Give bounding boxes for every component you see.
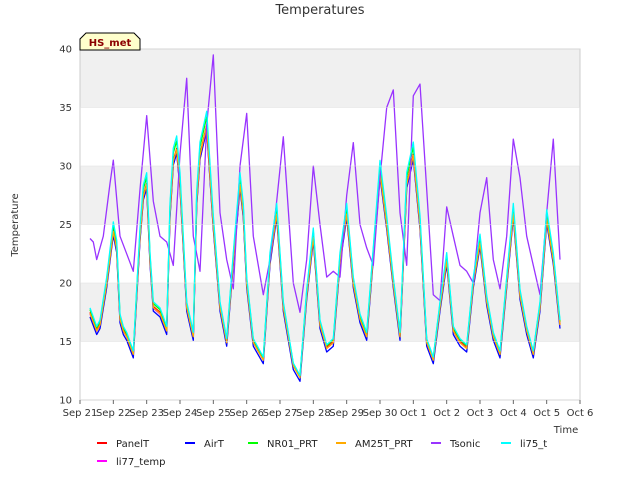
x-tick-label: Sep 28 xyxy=(296,408,331,419)
x-tick-label: Sep 25 xyxy=(196,408,231,419)
y-tick-label: 25 xyxy=(59,220,72,231)
legend-label: AM25T_PRT xyxy=(355,439,414,450)
hs-met-badge: HS_met xyxy=(79,32,141,51)
legend-label: Tsonic xyxy=(449,439,480,450)
x-tick-label: Sep 27 xyxy=(263,408,298,419)
x-tick-label: Sep 24 xyxy=(163,408,198,419)
badge-label: HS_met xyxy=(89,38,132,49)
y-tick-label: 20 xyxy=(59,279,72,290)
grid-band xyxy=(80,283,580,342)
legend-label: NR01_PRT xyxy=(267,439,318,450)
x-tick-label: Sep 29 xyxy=(329,408,364,419)
y-axis-ticks: 10 15 20 25 30 35 40 xyxy=(59,45,580,407)
chart-title: Temperatures xyxy=(274,3,364,18)
x-tick-label: Oct 3 xyxy=(467,408,494,419)
x-tick-label: Sep 23 xyxy=(129,408,164,419)
legend-label: AirT xyxy=(204,439,225,450)
y-axis-title: Temperature xyxy=(10,193,21,257)
x-tick-label: Oct 2 xyxy=(433,408,460,419)
series-line-tsonic xyxy=(89,54,561,313)
series-line-li75_t xyxy=(89,110,561,377)
x-tick-label: Oct 5 xyxy=(533,408,560,419)
legend-label: li75_t xyxy=(520,439,547,450)
x-axis-title: Time xyxy=(553,425,578,436)
x-tick-label: Sep 30 xyxy=(363,408,398,419)
x-tick-label: Sep 26 xyxy=(229,408,264,419)
legend: PanelT AirT NR01_PRT AM25T_PRT Tsonic li75_tl… xyxy=(97,439,547,468)
grid-band xyxy=(80,166,580,225)
y-tick-label: 10 xyxy=(59,396,72,407)
y-tick-label: 15 xyxy=(59,337,72,348)
x-tick-label: Sep 21 xyxy=(63,408,98,419)
series-lines xyxy=(89,54,561,382)
x-tick-label: Sep 22 xyxy=(96,408,131,419)
y-tick-label: 40 xyxy=(59,45,72,56)
grid-bands xyxy=(80,49,580,342)
x-tick-label: Oct 4 xyxy=(500,408,527,419)
legend-label: li77_temp xyxy=(116,457,165,468)
legend-label: PanelT xyxy=(116,439,150,450)
x-tick-label: Oct 6 xyxy=(567,408,594,419)
y-tick-label: 35 xyxy=(59,103,72,114)
grid-band xyxy=(80,49,580,108)
y-tick-label: 30 xyxy=(59,162,72,173)
x-tick-label: Oct 1 xyxy=(400,408,427,419)
